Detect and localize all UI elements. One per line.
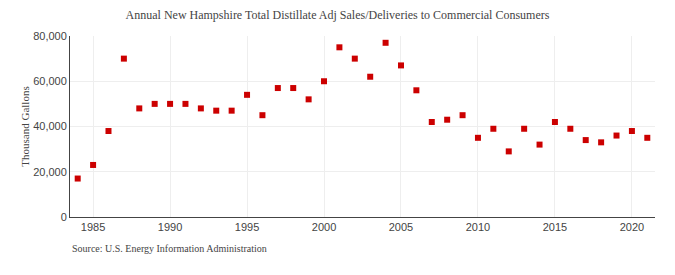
svg-text:2000: 2000: [312, 221, 336, 233]
svg-text:1995: 1995: [235, 221, 259, 233]
svg-text:0: 0: [61, 211, 67, 223]
svg-text:2010: 2010: [466, 221, 490, 233]
svg-text:Source: U.S. Energy Informatio: Source: U.S. Energy Information Administ…: [72, 243, 267, 254]
svg-text:60,000: 60,000: [33, 75, 67, 87]
svg-text:2020: 2020: [620, 221, 644, 233]
svg-text:2005: 2005: [389, 221, 413, 233]
svg-text:Thousand Gallons: Thousand Gallons: [19, 86, 31, 166]
svg-text:Annual New Hampshire Total Dis: Annual New Hampshire Total Distillate Ad…: [126, 8, 550, 22]
svg-text:1990: 1990: [158, 221, 182, 233]
svg-text:2015: 2015: [543, 221, 567, 233]
svg-text:80,000: 80,000: [33, 30, 67, 42]
svg-text:1985: 1985: [81, 221, 105, 233]
svg-text:40,000: 40,000: [33, 120, 67, 132]
svg-text:20,000: 20,000: [33, 166, 67, 178]
